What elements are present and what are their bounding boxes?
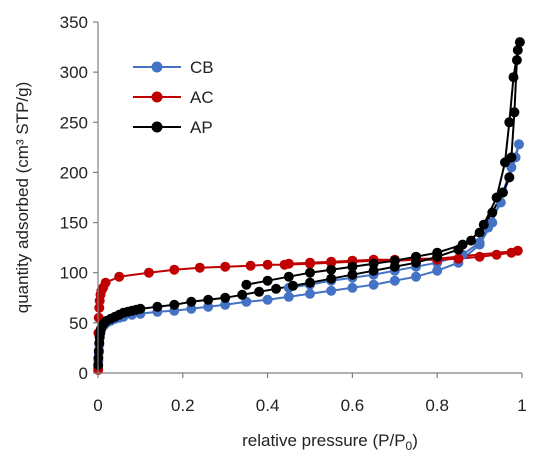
x-tick-label: 0.2: [171, 396, 195, 415]
legend-marker-cb: [151, 61, 163, 73]
data-point-ac: [114, 271, 125, 282]
data-point-ap: [152, 301, 163, 312]
data-point-cb: [326, 285, 337, 296]
x-axis-title-subscript: 0: [406, 439, 413, 453]
data-point-ap: [262, 275, 273, 286]
data-point-ap: [169, 299, 180, 310]
data-point-ap: [254, 286, 265, 297]
legend: CB AC AP: [133, 58, 214, 137]
data-point-ac: [474, 251, 485, 262]
series-line-ap: [97, 41, 521, 366]
data-point-ap: [508, 72, 519, 83]
data-point-ac: [169, 264, 180, 275]
data-point-ap: [487, 207, 498, 218]
data-point-ac: [283, 258, 294, 269]
legend-label-ac: AC: [190, 88, 214, 107]
data-point-ap: [506, 152, 517, 163]
y-tick-label: 0: [79, 364, 88, 383]
data-point-ap: [347, 261, 358, 272]
x-tick-label: 0.4: [256, 396, 280, 415]
y-tick-label: 150: [60, 214, 88, 233]
data-point-cb: [305, 288, 315, 299]
data-point-ap: [466, 235, 477, 246]
data-point-ap: [514, 37, 525, 48]
legend-label-ap: AP: [190, 118, 213, 137]
data-point-ap: [241, 279, 252, 290]
data-point-cb: [411, 271, 421, 282]
data-point-ap: [305, 267, 315, 278]
x-tick-label: 0.6: [341, 396, 365, 415]
data-point-ac: [326, 256, 337, 267]
data-point-ac: [491, 249, 502, 260]
data-point-ap: [368, 258, 379, 269]
data-point-ap: [237, 289, 248, 300]
data-point-ap: [326, 273, 337, 284]
x-axis-title-main: relative pressure (P/P: [242, 431, 405, 450]
data-point-ap: [504, 172, 515, 183]
data-point-ap: [474, 227, 485, 238]
data-point-cb: [474, 237, 485, 248]
axes: 0 50 100 150 200 250 300 350 0 0.2 0.4 0.6 0.8 1: [60, 13, 527, 415]
plot-area: [93, 37, 525, 375]
data-point-ap: [457, 239, 468, 250]
data-point-ap: [186, 296, 197, 307]
data-point-ac: [512, 245, 523, 256]
data-point-cb: [203, 301, 214, 312]
data-point-ap: [509, 107, 520, 118]
data-point-ac: [305, 257, 315, 268]
data-point-ap: [326, 264, 337, 275]
data-point-cb: [220, 299, 231, 310]
data-point-ap: [220, 292, 231, 303]
legend-marker-ap: [151, 121, 163, 133]
x-tick-label: 0: [93, 396, 102, 415]
data-point-ac: [453, 253, 464, 264]
data-point-ap: [203, 294, 214, 305]
data-point-ap: [504, 117, 515, 128]
data-point-ap: [93, 345, 104, 356]
y-tick-label: 250: [60, 113, 88, 132]
data-point-ap: [135, 303, 146, 314]
data-point-ap: [305, 277, 315, 288]
data-point-ap: [271, 283, 282, 294]
x-tick-label: 0.8: [425, 396, 449, 415]
data-point-cb: [432, 265, 443, 276]
y-tick-label: 300: [60, 63, 88, 82]
y-tick-label: 100: [60, 264, 88, 283]
data-point-ap: [432, 247, 443, 258]
y-tick-label: 50: [69, 314, 88, 333]
data-point-cb: [347, 282, 358, 293]
data-point-cb: [368, 279, 379, 290]
data-point-cb: [283, 291, 294, 302]
data-point-ap: [511, 55, 522, 66]
x-tick-label: 1: [517, 396, 526, 415]
data-point-cb: [186, 303, 197, 314]
x-axis-title-end: ): [412, 431, 418, 450]
data-point-ap: [389, 255, 400, 266]
y-axis-title: quantity adsorbed (cm³ STP/g): [13, 82, 32, 313]
data-point-ap: [347, 269, 358, 280]
data-point-ap: [283, 271, 294, 282]
data-point-ac: [245, 260, 256, 271]
legend-label-cb: CB: [190, 58, 214, 77]
data-point-ac: [100, 277, 111, 288]
data-point-ap: [512, 45, 523, 56]
data-point-ap: [497, 187, 508, 198]
x-axis-title: relative pressure (P/P0): [242, 431, 418, 453]
legend-marker-ac: [151, 91, 163, 103]
data-point-ac: [262, 259, 273, 270]
data-point-ap: [411, 251, 421, 262]
data-point-ap: [478, 219, 489, 230]
y-tick-label: 350: [60, 13, 88, 32]
data-point-ap: [368, 265, 379, 276]
y-tick-label: 200: [60, 163, 88, 182]
data-point-ac: [143, 267, 154, 278]
data-point-cb: [514, 139, 524, 150]
data-point-ac: [194, 262, 205, 273]
data-point-cb: [262, 294, 273, 305]
data-point-ac: [220, 261, 231, 272]
data-point-ap: [288, 280, 298, 291]
data-point-cb: [389, 275, 400, 286]
